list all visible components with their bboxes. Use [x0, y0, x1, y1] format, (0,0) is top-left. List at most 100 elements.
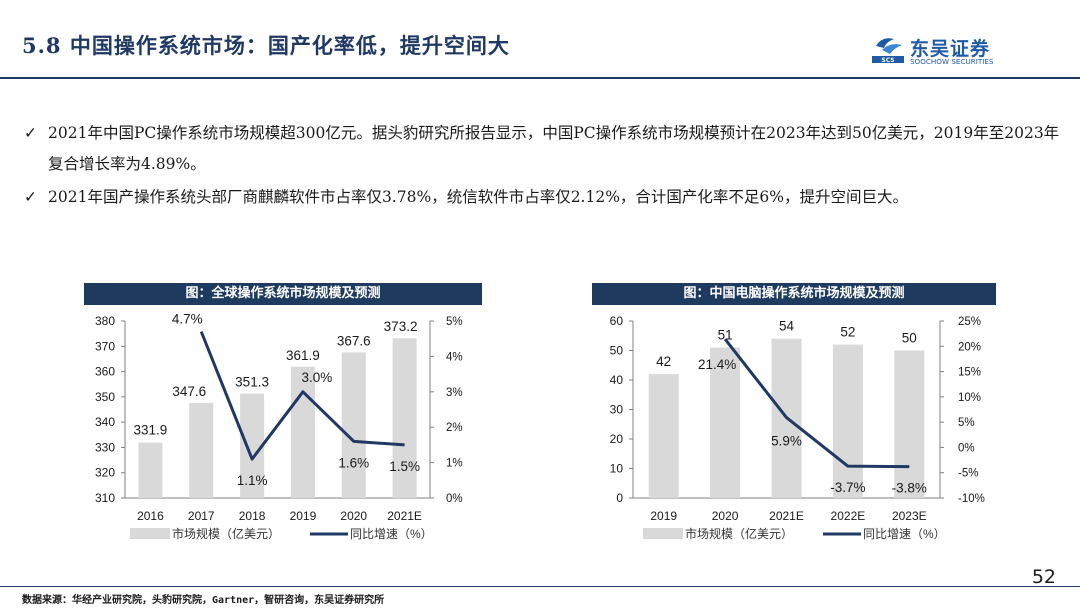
bar-data-label: 361.9 [286, 348, 320, 363]
right-axis-tick-label: 5% [958, 417, 975, 429]
x-axis-tick-label: 2017 [188, 509, 215, 523]
bar-data-label: 50 [902, 331, 917, 346]
bar-data-label: 367.6 [337, 333, 371, 348]
logo-mark-icon: SCS [872, 38, 904, 64]
line-data-label: 3.0% [302, 370, 333, 385]
right-axis-tick-label: 10% [958, 392, 981, 404]
footer-rule [0, 586, 1080, 587]
line-data-label: 1.6% [338, 455, 369, 470]
right-axis-tick-label: 2% [446, 422, 463, 434]
legend-bar-label: 市场规模（亿美元） [172, 526, 280, 541]
left-axis-tick-label: 320 [95, 466, 115, 480]
bar [894, 350, 925, 498]
bar [240, 393, 265, 498]
x-axis-tick-label: 2020 [712, 509, 739, 523]
x-axis-tick-label: 2022E [831, 509, 866, 523]
bar [138, 442, 163, 498]
bar-data-label: 351.3 [235, 375, 269, 390]
bar [832, 344, 863, 498]
bar-data-label: 331.9 [134, 423, 168, 438]
left-axis-tick-label: 40 [610, 373, 624, 387]
page-number: 52 [1031, 566, 1056, 588]
line-data-label: 21.4% [698, 357, 736, 372]
x-axis-tick-label: 2016 [137, 509, 164, 523]
right-axis-tick-label: 15% [958, 367, 981, 379]
right-axis-tick-label: -5% [958, 468, 978, 480]
line-data-label: 5.9% [771, 434, 802, 449]
right-axis-tick-label: 20% [958, 341, 981, 353]
x-axis-tick-label: 2021E [769, 509, 804, 523]
data-source-note: 数据来源：华经产业研究院，头豹研究院，Gartner，智研咨询，东吴证券研究所 [22, 595, 385, 606]
left-axis-tick-label: 0 [616, 491, 623, 505]
line-data-label: -3.8% [892, 481, 927, 496]
legend-bar-label: 市场规模（亿美元） [685, 526, 793, 541]
legend-bar-swatch [643, 528, 683, 539]
bar [392, 338, 417, 498]
growth-line [199, 331, 405, 461]
left-axis-tick-label: 340 [95, 415, 115, 429]
check-icon: ✓ [24, 124, 37, 142]
check-icon: ✓ [24, 188, 37, 206]
left-axis-tick-label: 50 [610, 344, 624, 358]
bar-data-label: 42 [656, 354, 671, 369]
bullet-text: 2021年国产操作系统头部厂商麒麟软件市占率仅3.78%，统信软件市占率仅2.1… [48, 188, 909, 206]
left-axis-tick-label: 20 [610, 432, 624, 446]
right-axis-tick-label: 3% [446, 387, 463, 399]
legend-line-label: 同比增速（%） [863, 527, 946, 541]
logo-en-text: SOOCHOW SECURITIES [910, 57, 994, 66]
bullet-item: ✓ 2021年国产操作系统头部厂商麒麟软件市占率仅3.78%，统信软件市占率仅2… [24, 182, 1064, 213]
logo-mark-text: SCS [881, 57, 894, 64]
bar [341, 352, 366, 498]
x-axis-tick-label: 2021E [387, 509, 422, 523]
left-axis-tick-label: 30 [610, 403, 624, 417]
x-axis-tick-label: 2019 [290, 509, 317, 523]
line-data-label: 1.5% [389, 459, 420, 474]
bar-data-label: 51 [718, 328, 733, 343]
line-data-label: -3.7% [830, 480, 865, 495]
right-axis-tick-label: 25% [958, 316, 981, 328]
right-axis-tick-label: 4% [446, 351, 463, 363]
bullet-list: ✓ 2021年中国PC操作系统市场规模超300亿元。据头豹研究所报告显示，中国P… [24, 118, 1064, 215]
bar [290, 366, 315, 498]
legend-line-label: 同比增速（%） [350, 527, 433, 541]
left-axis-tick-label: 60 [610, 314, 624, 328]
line-data-label: 1.1% [237, 473, 268, 488]
right-axis-tick-label: 5% [446, 316, 463, 328]
global-os-market-chart: 310 320 330 340 350 360 370 380 0% 1% 2% 3% 4% 5% 2016… [95, 312, 463, 541]
legend-bar-swatch [130, 528, 170, 539]
bar [648, 374, 679, 498]
china-os-market-chart: 0 10 20 30 40 50 60 -10% -5% 0% 5% 10% 15% 20% 25% 2019… [610, 314, 985, 541]
growth-line [723, 338, 910, 469]
line-data-label: 4.7% [172, 312, 203, 327]
left-axis-tick-label: 310 [95, 491, 115, 505]
left-axis-tick-label: 330 [95, 440, 115, 454]
x-axis-tick-label: 2018 [239, 509, 266, 523]
page-title: 5.8 中国操作系统市场：国产化率低，提升空间大 [22, 33, 510, 58]
x-axis-tick-label: 2019 [650, 509, 677, 523]
left-axis-tick-label: 10 [610, 462, 624, 476]
right-axis-tick-label: -10% [958, 493, 985, 505]
bar-data-label: 54 [779, 319, 795, 334]
title-rule [0, 77, 1080, 79]
slide-header: 5.8 中国操作系统市场：国产化率低，提升空间大 SCS 东吴证券 SOOCHO… [0, 0, 1080, 80]
bar-data-label: 347.6 [172, 384, 206, 399]
left-axis-tick-label: 380 [95, 314, 115, 328]
bar-data-label: 373.2 [384, 319, 418, 334]
bullet-text: 2021年中国PC操作系统市场规模超300亿元。据头豹研究所报告显示，中国PC操… [48, 124, 1060, 173]
soochow-logo: SCS 东吴证券 SOOCHOW SECURITIES [872, 34, 1032, 70]
right-axis-tick-label: 0% [958, 442, 975, 454]
left-axis-tick-label: 350 [95, 390, 115, 404]
bar [189, 402, 214, 498]
right-axis-tick-label: 0% [446, 493, 463, 505]
bar-data-label: 52 [840, 325, 855, 340]
bullet-item: ✓ 2021年中国PC操作系统市场规模超300亿元。据头豹研究所报告显示，中国P… [24, 118, 1064, 180]
chart-title-china: 图：中国电脑操作系统市场规模及预测 [592, 283, 996, 305]
x-axis-tick-label: 2023E [892, 509, 927, 523]
logo-cn-text: 东吴证券 [910, 38, 991, 60]
left-axis-tick-label: 370 [95, 339, 115, 353]
right-axis-tick-label: 1% [446, 458, 463, 470]
chart-title-global: 图：全球操作系统市场规模及预测 [84, 283, 482, 305]
left-axis-tick-label: 360 [95, 365, 115, 379]
bar [710, 347, 741, 498]
x-axis-tick-label: 2020 [340, 509, 367, 523]
